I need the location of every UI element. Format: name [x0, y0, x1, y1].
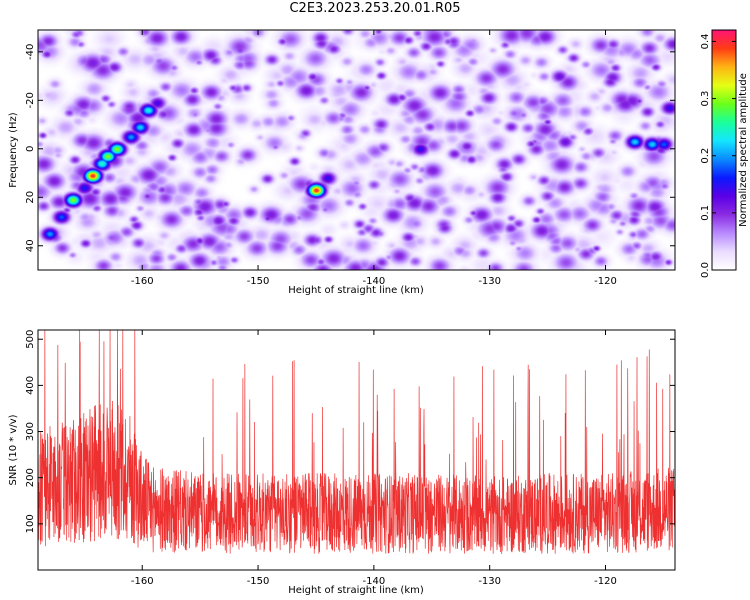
colorbar: 0.0 0.1 0.2 0.3 0.4 Normalized spectral ampl…	[700, 29, 749, 278]
spectral-heatmap	[38, 30, 675, 270]
colorbar-tick-label: 0.0	[700, 262, 711, 278]
colorbar-tick-label: 0.1	[700, 205, 711, 221]
snr-y-tick-label: 300	[25, 422, 36, 441]
colorbar-label: Normalized spectral amplitude	[738, 73, 749, 227]
heatmap-y-tick-label: 20	[25, 191, 36, 204]
colorbar-tick-label: 0.3	[700, 91, 711, 107]
colorbar-tick-label: 0.2	[700, 148, 711, 164]
snr-x-tick-label: -120	[594, 576, 617, 587]
colorbar-tick-label: 0.4	[700, 33, 711, 49]
snr-y-tick-label: 200	[25, 468, 36, 487]
snr-y-axis-label: SNR (10 * v/v)	[8, 414, 19, 485]
snr-x-tick-label: -140	[363, 576, 386, 587]
snr-x-tick-label: -160	[131, 576, 154, 587]
snr-ticks: -160 -150 -140 -130 -120 100 200 300 400 500	[25, 330, 675, 587]
heatmap-x-tick-label: -130	[478, 276, 501, 287]
snr-x-tick-label: -130	[478, 576, 501, 587]
heatmap-x-tick-label: -140	[363, 276, 386, 287]
heatmap-x-tick-label: -160	[131, 276, 154, 287]
heatmap-x-tick-label: -150	[247, 276, 270, 287]
snr-y-tick-label: 100	[25, 514, 36, 533]
heatmap-x-axis-label: Height of straight line (km)	[288, 285, 424, 296]
heatmap-x-tick-label: -120	[594, 276, 617, 287]
heatmap-y-axis-label: Frequency (Hz)	[8, 112, 19, 188]
chart-title: C2E3.2023.253.20.01.R05	[289, 1, 461, 16]
heatmap-panel: -160 -150 -140 -130 -120 40 20 0 -20 -40 Height o…	[8, 29, 676, 296]
snr-frame	[37, 329, 676, 571]
colorbar-gradient	[712, 30, 736, 270]
snr-x-axis-label: Height of straight line (km)	[288, 585, 424, 596]
heatmap-ticks: -160 -150 -140 -130 -120 40 20 0 -20 -40	[25, 30, 675, 287]
heatmap-y-tick-label: 40	[25, 239, 36, 252]
heatmap-frame	[37, 29, 676, 271]
colorbar-frame	[711, 29, 737, 271]
colorbar-ticks: 0.0 0.1 0.2 0.3 0.4	[700, 33, 736, 278]
heatmap-y-tick-label: -20	[25, 92, 36, 108]
snr-series-line	[38, 330, 675, 554]
heatmap-y-tick-label: 0	[25, 146, 36, 152]
snr-y-tick-label: 500	[25, 330, 36, 349]
snr-y-tick-label: 400	[25, 376, 36, 395]
snr-x-tick-label: -150	[247, 576, 270, 587]
heatmap-y-tick-label: -40	[25, 44, 36, 60]
snr-panel: -160 -150 -140 -130 -120 100 200 300 400 500 Heig…	[8, 329, 676, 596]
